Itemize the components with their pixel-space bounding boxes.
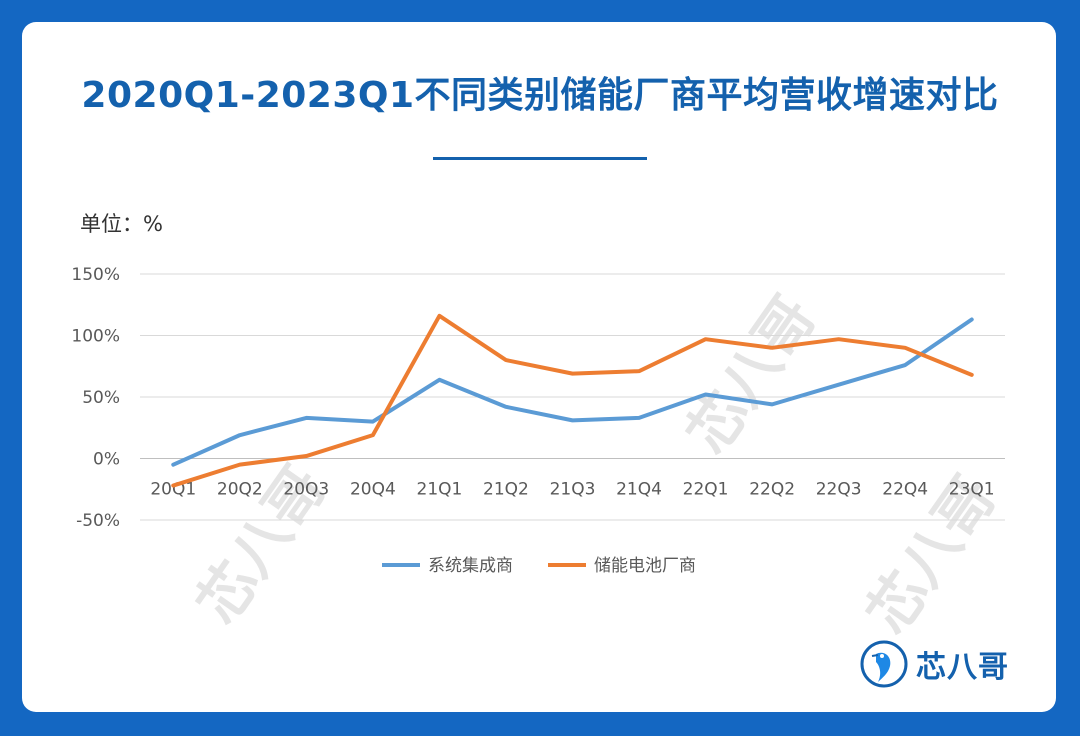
y-tick-label: 0% (93, 450, 120, 470)
x-tick-label: 20Q4 (350, 480, 396, 500)
series-lines (171, 313, 974, 488)
y-tick-label: 50% (82, 388, 120, 408)
y-tick-label: 150% (71, 265, 120, 285)
series-line-battery-maker (171, 313, 974, 488)
x-tick-label: 22Q1 (683, 480, 729, 500)
y-tick-label: 100% (71, 327, 120, 347)
x-tick-label: 20Q1 (150, 480, 196, 500)
page-title: 2020Q1-2023Q1不同类别储能厂商平均营收增速对比 (81, 75, 999, 116)
legend-label: 系统集成商 (428, 556, 513, 576)
x-tick-label: 21Q1 (417, 480, 463, 500)
brand-logo: 芯八哥 (860, 640, 1009, 688)
legend: 系统集成商 储能电池厂商 (382, 556, 696, 576)
x-tick-label: 22Q4 (882, 480, 928, 500)
unit-label: 单位：% (80, 212, 163, 236)
brand-name: 芯八哥 (916, 650, 1009, 685)
x-tick-label: 21Q3 (550, 480, 596, 500)
legend-label: 储能电池厂商 (594, 556, 696, 576)
x-tick-label: 23Q1 (949, 480, 995, 500)
y-axis-ticks: 150% 100% 50% 0% -50% (71, 265, 120, 531)
x-tick-label: 21Q4 (616, 480, 662, 500)
x-tick-label: 20Q2 (217, 480, 263, 500)
x-tick-label: 20Q3 (283, 480, 329, 500)
bird-logo-icon (860, 640, 908, 688)
x-axis-ticks: 20Q1 20Q2 20Q3 20Q4 21Q1 21Q2 21Q3 21Q4 22Q1 22Q2… (150, 480, 994, 500)
x-tick-label: 21Q2 (483, 480, 529, 500)
title-underline (433, 157, 647, 160)
x-tick-label: 22Q2 (749, 480, 795, 500)
y-tick-label: -50% (76, 511, 120, 531)
x-tick-label: 22Q3 (816, 480, 862, 500)
